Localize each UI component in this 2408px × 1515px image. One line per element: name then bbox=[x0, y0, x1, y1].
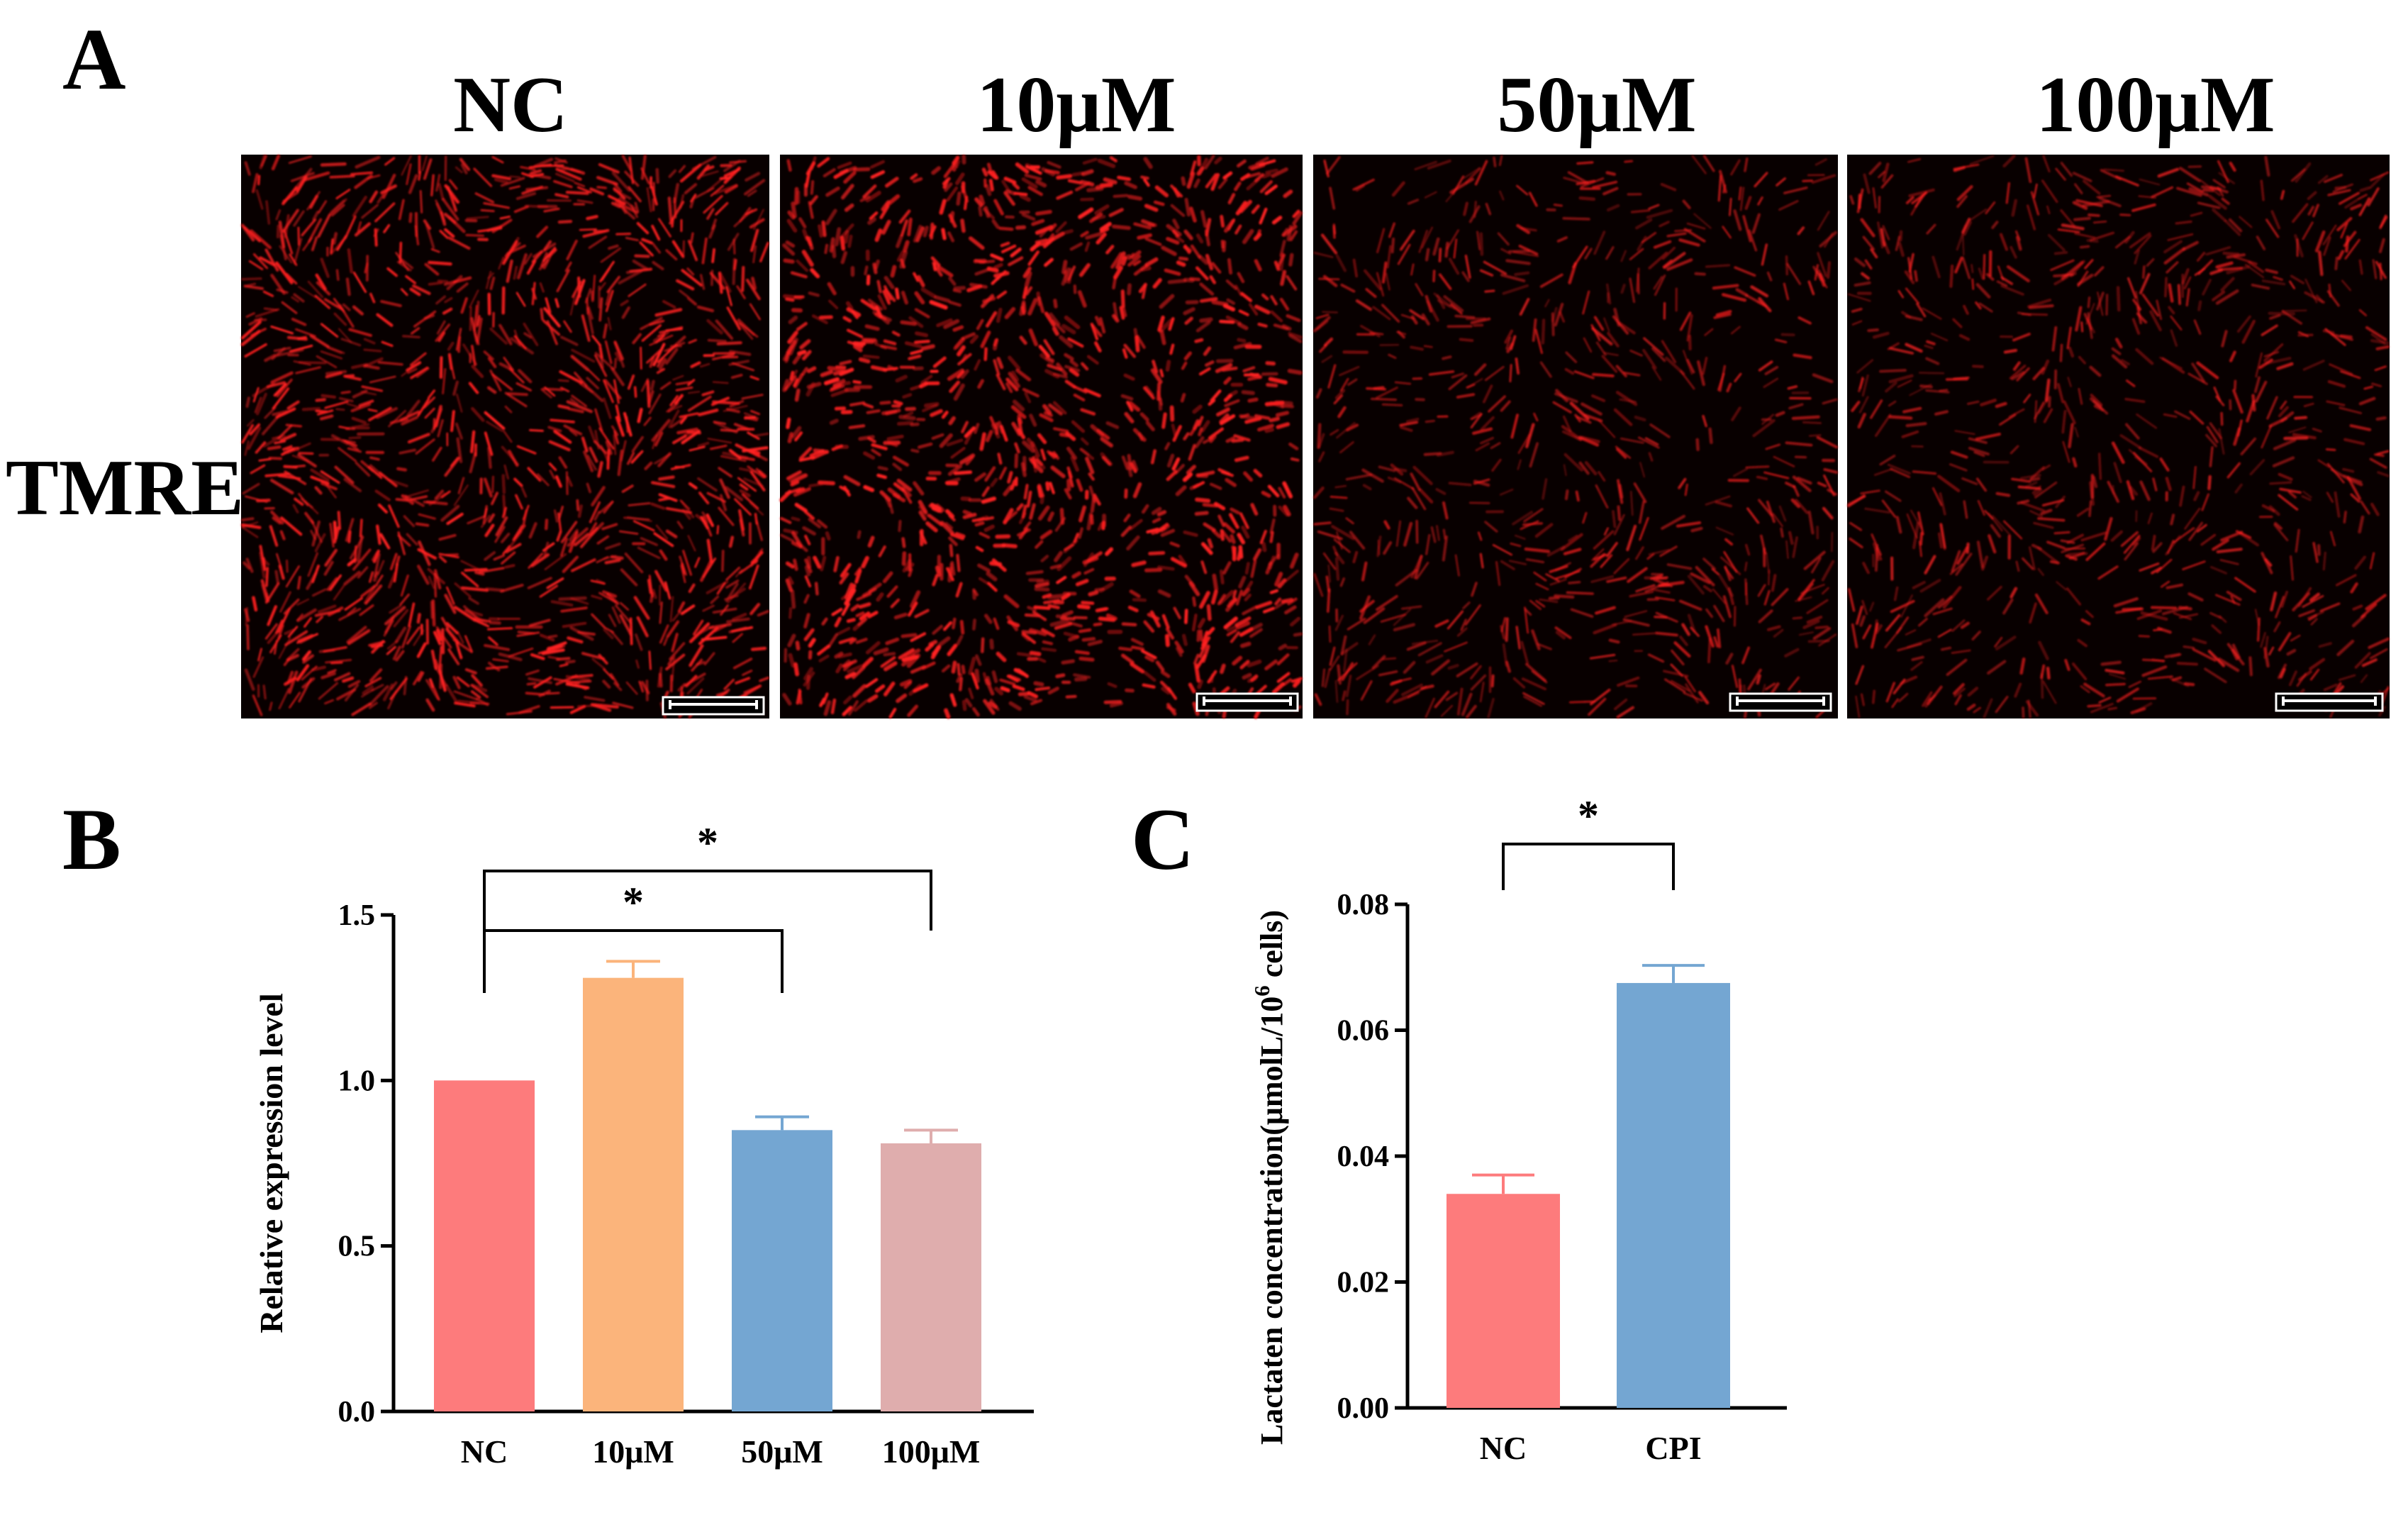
scale-bar bbox=[662, 696, 765, 716]
y-tick-label: 0.06 bbox=[1337, 1015, 1390, 1048]
panel-c-letter: C bbox=[1131, 791, 1195, 888]
row-label-tmre: TMRE bbox=[6, 444, 244, 532]
significance-star: * bbox=[623, 879, 644, 926]
y-tick-label: 0.02 bbox=[1337, 1267, 1390, 1299]
x-tick-label: NC bbox=[1480, 1430, 1527, 1466]
y-tick-label: 0.04 bbox=[1337, 1141, 1390, 1173]
y-tick-label: 0.08 bbox=[1337, 889, 1390, 921]
bar bbox=[881, 1143, 981, 1411]
column-header-100um: 100μM bbox=[2036, 61, 2275, 149]
y-tick-label: 1.5 bbox=[338, 899, 376, 932]
panel-c: C 0.00 0.02 0.04 0.06 0.08 Lactaten concentra… bbox=[1131, 791, 1787, 1466]
panel-b: B 0.0 0.5 1.0 1.5 Relative expression level N… bbox=[62, 791, 1034, 1470]
y-axis-label: Relative expression level bbox=[253, 993, 289, 1333]
x-tick-label: 10μM bbox=[592, 1433, 674, 1470]
y-tick-label: 1.0 bbox=[338, 1065, 376, 1097]
x-tick-label: NC bbox=[461, 1433, 508, 1470]
y-tick-label: 0.0 bbox=[338, 1396, 376, 1428]
significance-star: * bbox=[697, 819, 718, 866]
scale-bar bbox=[2275, 692, 2384, 712]
column-header-50um: 50μM bbox=[1497, 61, 1696, 149]
panel-b-chart: 0.0 0.5 1.0 1.5 Relative expression level NC 1… bbox=[253, 819, 1034, 1470]
y-tick-label: 0.5 bbox=[338, 1231, 376, 1263]
column-header-nc: NC bbox=[453, 61, 568, 149]
panel-b-letter: B bbox=[62, 791, 121, 888]
column-header-10um: 10μM bbox=[976, 61, 1176, 149]
micrograph-100um bbox=[1846, 154, 2390, 718]
x-tick-label: 100μM bbox=[882, 1433, 981, 1470]
micrograph-50um bbox=[1312, 155, 1839, 719]
bar bbox=[434, 1080, 535, 1411]
significance-bracket bbox=[1502, 843, 1675, 890]
significance-bracket bbox=[483, 870, 932, 931]
scale-bar bbox=[1195, 692, 1299, 712]
panel-c-chart: 0.00 0.02 0.04 0.06 0.08 Lactaten concentrati… bbox=[1250, 792, 1787, 1466]
x-tick-label: 50μM bbox=[741, 1433, 823, 1470]
y-axis-label: Lactaten concentration(μmolL/106 cells) bbox=[1250, 910, 1289, 1445]
bar bbox=[732, 1130, 832, 1411]
bar bbox=[583, 977, 684, 1411]
y-tick-label: 0.00 bbox=[1337, 1392, 1390, 1425]
bar bbox=[1617, 982, 1730, 1408]
x-tick-label: CPI bbox=[1645, 1430, 1701, 1466]
significance-star: * bbox=[1578, 792, 1599, 839]
panel-a: A NC 10μM 50μM 100μM TMRE bbox=[6, 11, 2390, 719]
micrograph-nc bbox=[240, 154, 769, 719]
bar bbox=[1447, 1194, 1560, 1408]
micrograph-10um bbox=[779, 154, 1303, 719]
significance-bracket bbox=[483, 929, 784, 993]
scale-bar bbox=[1729, 692, 1832, 712]
panel-a-letter: A bbox=[62, 11, 126, 108]
